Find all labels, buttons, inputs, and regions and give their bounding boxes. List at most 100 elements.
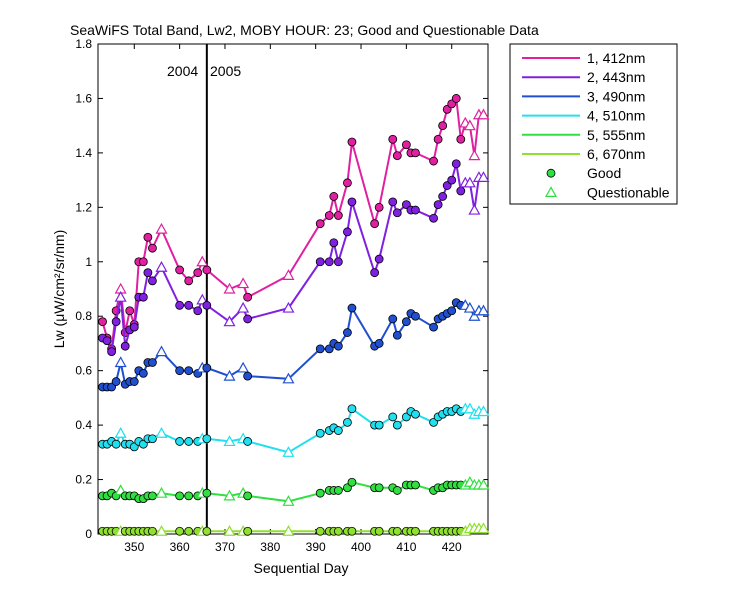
good-point: [202, 300, 212, 310]
y-axis-label: Lw (μW/cm²/sr/nm): [51, 230, 67, 349]
y-tick-label: 1.4: [75, 146, 92, 160]
series-2: [98, 159, 490, 357]
good-point: [401, 140, 411, 150]
series-layer: [98, 94, 490, 536]
good-point: [401, 317, 411, 327]
good-point: [202, 434, 212, 444]
questionable-point: [223, 435, 236, 447]
questionable-point: [463, 301, 476, 313]
good-point: [392, 151, 402, 161]
good-point: [392, 486, 402, 495]
questionable-point: [282, 372, 295, 384]
good-point: [184, 276, 194, 286]
good-point: [148, 243, 157, 253]
good-point: [138, 292, 148, 302]
questionable-point: [223, 282, 236, 294]
good-point: [456, 134, 466, 144]
y-tick-label: 1: [85, 255, 92, 269]
good-point: [175, 491, 185, 501]
questionable-point: [477, 405, 490, 417]
series-line: [102, 301, 484, 388]
good-point: [148, 358, 157, 367]
good-point: [129, 322, 139, 332]
legend-label: 4, 510nm: [587, 108, 645, 124]
good-point: [438, 192, 448, 201]
questionable-point: [477, 304, 490, 316]
good-point: [243, 314, 253, 324]
good-point: [333, 426, 343, 435]
questionable-point: [477, 478, 490, 490]
good-point: [447, 306, 457, 316]
good-point: [184, 491, 194, 501]
questionable-point: [468, 203, 481, 215]
questionable-point: [463, 402, 476, 414]
good-point: [324, 211, 334, 220]
legend-box: [509, 43, 678, 205]
year-label-right: 2005: [210, 63, 241, 79]
questionable-point: [155, 486, 168, 498]
legend-label: 1, 412nm: [587, 50, 645, 66]
good-point: [347, 137, 357, 147]
questionable-point: [155, 222, 168, 234]
good-point: [374, 339, 384, 348]
questionable-point: [114, 356, 127, 368]
good-point: [138, 368, 148, 378]
questionable-point: [223, 489, 236, 501]
good-point: [333, 486, 343, 495]
good-point: [451, 159, 461, 169]
good-point: [374, 254, 384, 264]
x-tick-label: 380: [260, 540, 280, 554]
good-point: [374, 483, 384, 493]
good-point: [107, 347, 117, 357]
x-tick-label: 420: [442, 540, 462, 554]
good-point: [175, 265, 185, 275]
questionable-point: [155, 260, 168, 272]
chart-title: SeaWiFS Total Band, Lw2, MOBY HOUR: 23; …: [70, 22, 539, 38]
good-point: [193, 306, 203, 316]
good-point: [175, 526, 185, 536]
good-point: [370, 219, 380, 229]
x-axis-label: Sequential Day: [254, 560, 349, 576]
questionable-point: [282, 301, 295, 313]
x-tick-label: 390: [306, 540, 326, 554]
y-tick-label: 1.2: [75, 200, 92, 214]
series-3: [98, 298, 490, 392]
good-point: [333, 526, 343, 536]
good-point: [315, 257, 325, 267]
legend-label: 2, 443nm: [587, 69, 645, 85]
y-tick-label: 0.2: [75, 473, 92, 487]
good-point: [184, 526, 194, 536]
y-tick-label: 1.6: [75, 91, 92, 105]
y-tick-label: 0.6: [75, 364, 92, 378]
y-tick-label: 0.4: [75, 418, 92, 432]
good-point: [184, 366, 194, 376]
questionable-point: [114, 427, 127, 438]
good-point: [374, 202, 384, 212]
good-point: [243, 491, 253, 501]
good-point: [111, 377, 121, 386]
x-tick-label: 350: [124, 540, 144, 554]
good-point: [98, 317, 107, 327]
series-1: [98, 94, 490, 354]
y-tick-label: 0.8: [75, 309, 92, 323]
good-point: [243, 292, 253, 302]
good-point: [374, 526, 384, 536]
good-point: [102, 336, 112, 346]
good-point: [392, 526, 402, 536]
good-point: [333, 257, 343, 267]
questionable-point: [114, 290, 127, 302]
series-4: [98, 402, 490, 457]
good-point: [370, 268, 380, 278]
good-point: [202, 265, 212, 275]
good-point: [243, 437, 253, 446]
good-point: [429, 156, 438, 166]
good-point: [333, 211, 343, 220]
good-point: [202, 488, 212, 498]
good-point: [329, 192, 339, 201]
good-point: [392, 330, 402, 340]
good-point: [429, 322, 438, 332]
good-point: [315, 488, 325, 498]
good-point: [388, 314, 398, 324]
questionable-point: [223, 315, 236, 327]
